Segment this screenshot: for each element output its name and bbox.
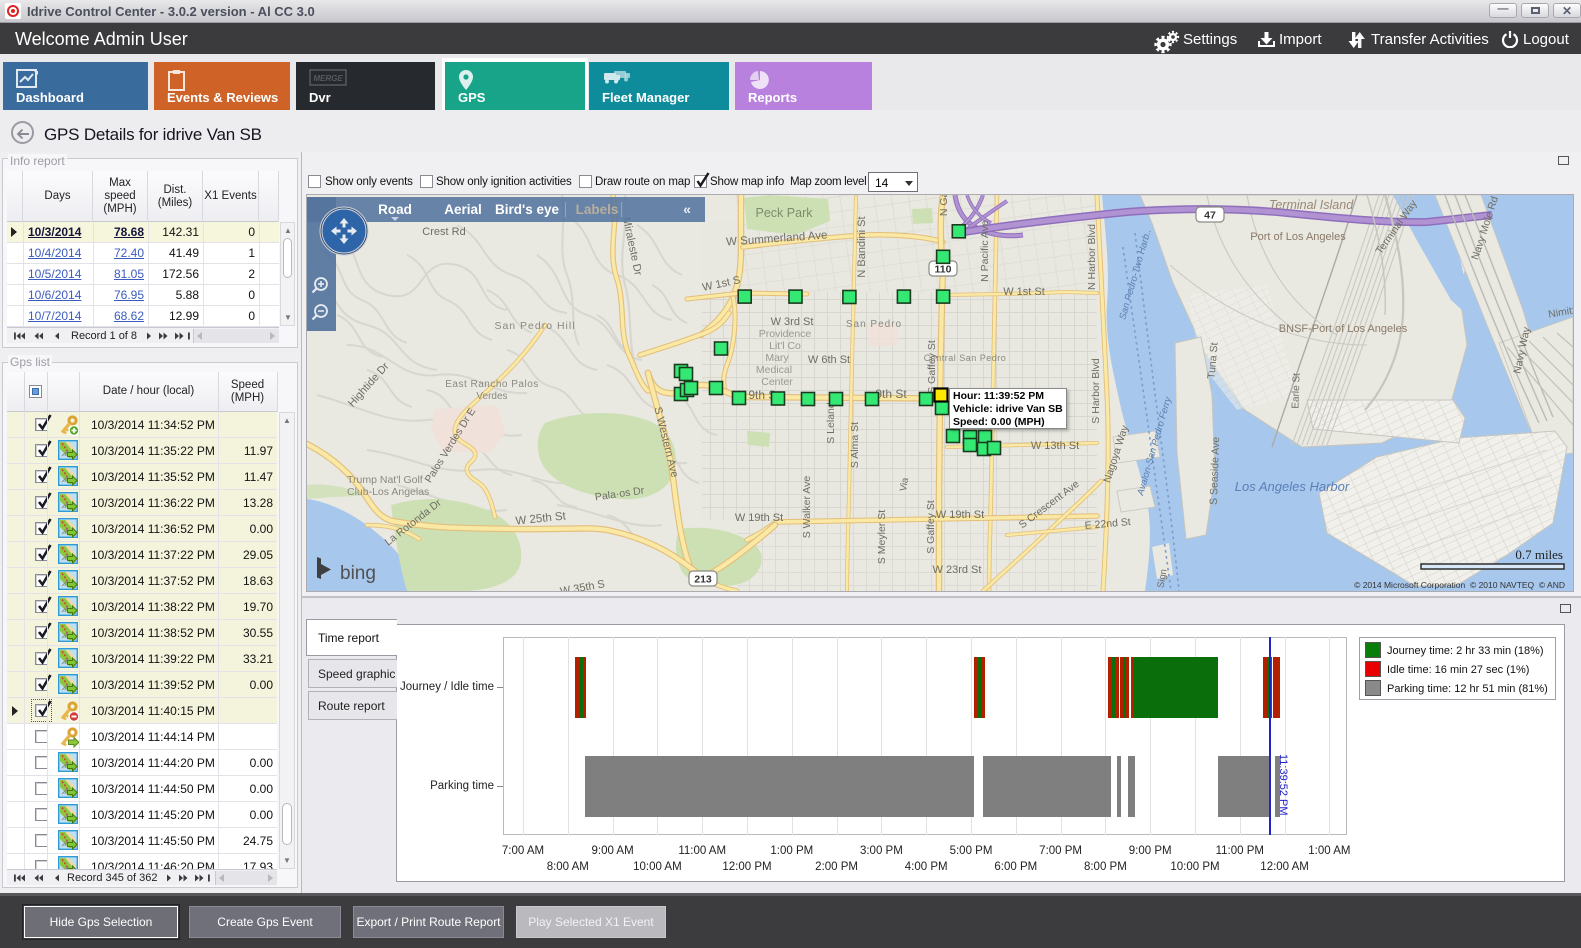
svg-text:N Gaff: N Gaff [938,195,950,216]
svg-text:S Walker Ave: S Walker Ave [801,476,813,539]
svg-text:110: 110 [935,264,952,276]
svg-text:Providence: Providence [759,328,812,340]
svg-text:Via: Via [898,476,911,492]
svg-text:N Pacific Ave: N Pacific Ave [979,220,991,282]
svg-text:47: 47 [1204,210,1216,222]
svg-text:S Gaffey St: S Gaffey St [925,500,937,554]
svg-text:East Rancho Palos: East Rancho Palos [445,379,539,390]
svg-text:Club-Los Angelas: Club-Los Angelas [347,486,429,498]
svg-text:S Leland: S Leland [825,402,837,444]
svg-text:0.7 miles: 0.7 miles [1515,547,1563,562]
svg-text:Road: Road [378,202,412,217]
svg-text:Peck Park: Peck Park [756,206,814,220]
svg-text:© 2014 Microsoft Corporation: © 2014 Microsoft Corporation © 2010 NAVT… [1354,580,1565,590]
svg-text:Tuna St: Tuna St [1205,342,1220,379]
svg-text:Center: Center [761,376,793,388]
svg-text:S Gaffey St: S Gaffey St [926,340,938,394]
svg-text:MERGE: MERGE [313,74,343,83]
svg-text:Mary: Mary [765,352,789,364]
svg-text:N Bandini St: N Bandini St [856,216,868,277]
svg-text:Lit'l Co: Lit'l Co [769,340,801,352]
svg-text:Port of Los Angeles: Port of Los Angeles [1250,231,1346,243]
svg-text:Bird's eye: Bird's eye [495,202,559,217]
svg-text:W 25th St: W 25th St [515,510,567,527]
svg-text:W 3rd St: W 3rd St [771,316,814,328]
svg-text:Trump Nat'l Golf: Trump Nat'l Golf [347,474,423,486]
svg-text:W 6th St: W 6th St [808,354,850,366]
svg-text:S Seaside Ave: S Seaside Ave [1208,436,1222,505]
svg-text:9th St: 9th St [875,387,907,401]
svg-text:Labels: Labels [576,202,619,217]
svg-text:Sign: Sign [1155,568,1169,589]
svg-text:213: 213 [694,574,712,586]
svg-text:«: « [683,201,691,217]
svg-text:Aerial: Aerial [444,202,482,217]
svg-text:S Harbor Blvd: S Harbor Blvd [1090,358,1102,424]
svg-text:S Alma St: S Alma St [849,422,861,468]
svg-text:11:39:52 PM: 11:39:52 PM [1277,754,1288,816]
svg-text:S Meyler St: S Meyler St [876,510,888,564]
svg-text:Central San Pedro: Central San Pedro [924,353,1007,363]
svg-text:Earle St: Earle St [1290,373,1302,409]
svg-text:W 19th St: W 19th St [936,509,984,521]
svg-text:San Pedro: San Pedro [846,319,902,330]
svg-text:N Harbor Blvd: N Harbor Blvd [1086,224,1098,290]
svg-text:bing: bing [340,563,376,584]
svg-text:W 1st St: W 1st St [1003,286,1045,298]
svg-text:San Pedro Hill: San Pedro Hill [494,320,575,332]
svg-text:BNSF-Port of Los Angeles: BNSF-Port of Los Angeles [1279,323,1408,335]
svg-text:W 23rd St: W 23rd St [933,564,982,576]
svg-text:Verdes: Verdes [476,391,507,402]
svg-text:Los Angeles Harbor: Los Angeles Harbor [1235,479,1350,494]
svg-text:E 22nd St: E 22nd St [1084,516,1131,532]
svg-text:Nimitz-: Nimitz- [1547,303,1573,321]
svg-text:W 19th St: W 19th St [735,512,783,524]
svg-text:Medical: Medical [756,364,792,376]
svg-text:W 13th St: W 13th St [1031,440,1079,452]
svg-text:Terminal Island: Terminal Island [1269,198,1354,212]
svg-text:Crest Rd: Crest Rd [422,226,465,238]
